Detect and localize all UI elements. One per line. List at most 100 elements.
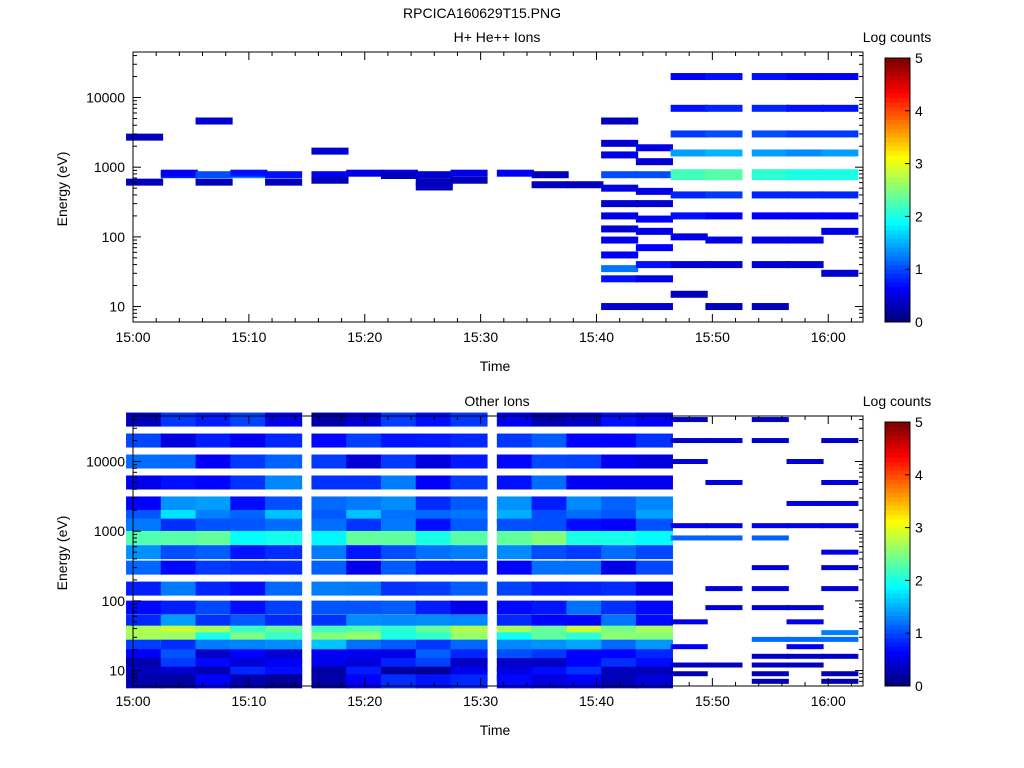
heatmap-cell [160, 600, 198, 615]
colorbar-tick-label: 5 [915, 50, 923, 66]
colorbar-gradient-step [885, 461, 910, 467]
heatmap-cell [415, 674, 453, 689]
heatmap-cell [450, 454, 488, 469]
heatmap-cell [195, 433, 233, 448]
panel-1-colorbar-label: Log counts [863, 29, 932, 45]
heatmap-cell [821, 269, 859, 277]
x-tick-label: 15:10 [231, 329, 266, 345]
heatmap-cell [751, 671, 789, 677]
colorbar-gradient-step [885, 580, 910, 586]
heatmap-cell [670, 459, 708, 465]
colorbar-gradient-step [885, 655, 910, 661]
colorbar-gradient-step [885, 207, 910, 213]
heatmap-cell [635, 275, 673, 283]
heatmap-cell [380, 171, 419, 179]
heatmap-cell [601, 581, 639, 596]
colorbar-gradient-step [885, 483, 910, 489]
colorbar-gradient-step [885, 589, 910, 595]
heatmap-cell [126, 545, 164, 560]
colorbar-gradient-step [885, 88, 910, 94]
colorbar-gradient-step [885, 313, 910, 319]
heatmap-cell [415, 581, 453, 596]
x-tick-label: 15:40 [579, 329, 614, 345]
colorbar-gradient-step [885, 510, 910, 515]
heatmap-cell [195, 545, 233, 560]
colorbar-gradient-step [885, 295, 910, 301]
heatmap-cell [531, 545, 569, 560]
heatmap-cell [601, 475, 639, 490]
colorbar-gradient-step [885, 633, 910, 639]
heatmap-cell [786, 149, 824, 157]
heatmap-cell [705, 586, 743, 592]
colorbar-gradient-step [885, 154, 910, 160]
heatmap-cell [566, 614, 604, 629]
heatmap-cell [705, 104, 743, 112]
colorbar-gradient-step [885, 505, 910, 511]
heatmap-cell [265, 412, 303, 427]
heatmap-cell [635, 475, 673, 490]
heatmap-cell [450, 581, 488, 596]
x-tick-label: 15:30 [463, 693, 498, 709]
heatmap-cell [705, 169, 743, 181]
heatmap-cell [601, 518, 639, 533]
heatmap-cell [821, 636, 859, 642]
colorbar-gradient-step [885, 536, 910, 542]
heatmap-cell [195, 674, 233, 689]
heatmap-cell [670, 662, 708, 668]
heatmap-cell [415, 518, 453, 533]
heatmap-cell [751, 212, 789, 220]
heatmap-cell [705, 130, 743, 138]
heatmap-cell [346, 169, 384, 177]
heatmap-cell [821, 73, 859, 81]
colorbar-gradient-step [885, 66, 910, 72]
colorbar-gradient-step [885, 514, 910, 520]
heatmap-cell [601, 212, 639, 220]
heatmap-cell [786, 104, 824, 112]
heatmap-cell [670, 438, 708, 444]
heatmap-cell [346, 475, 384, 490]
heatmap-cell [566, 600, 604, 615]
x-tick-label: 15:50 [695, 329, 730, 345]
colorbar-gradient-step [885, 163, 910, 169]
heatmap-cell [635, 496, 673, 511]
heatmap-cell [751, 605, 789, 611]
heatmap-cell [705, 479, 743, 485]
x-tick-label: 15:00 [115, 329, 150, 345]
heatmap-cell [751, 636, 789, 642]
heatmap-cell [601, 200, 639, 208]
heatmap-cell [705, 261, 743, 269]
heatmap-cell [635, 171, 673, 179]
heatmap-cell [346, 518, 384, 533]
heatmap-cell [751, 149, 789, 157]
heatmap-cell [415, 600, 453, 615]
panel-1-x-axis: 15:00 15:10 15:20 15:30 15:40 15:50 16:00 [115, 52, 852, 345]
heatmap-cell [450, 433, 488, 448]
heatmap-cell [126, 560, 164, 575]
x-tick-label: 15:20 [347, 693, 382, 709]
colorbar-gradient-step [885, 637, 910, 643]
colorbar-gradient-step [885, 137, 910, 143]
heatmap-cell [566, 518, 604, 533]
colorbar-gradient-step [885, 518, 910, 524]
x-tick-label: 15:40 [579, 693, 614, 709]
heatmap-cell [531, 171, 569, 179]
heatmap-cell [821, 671, 859, 677]
colorbar-gradient-step [885, 479, 910, 485]
heatmap-cell [821, 169, 859, 181]
colorbar-gradient-step [885, 646, 910, 652]
heatmap-cell [670, 191, 708, 199]
colorbar-gradient-step [885, 110, 910, 116]
colorbar-gradient-step [885, 435, 910, 441]
heatmap-cell [126, 674, 164, 689]
heatmap-cell [160, 545, 198, 560]
colorbar-gradient-step [885, 664, 910, 669]
heatmap-cell [821, 227, 859, 235]
colorbar-gradient-step [885, 642, 910, 647]
heatmap-cell [380, 454, 419, 469]
heatmap-cell [751, 565, 789, 571]
heatmap-cell [415, 178, 453, 186]
heatmap-cell [450, 412, 488, 427]
heatmap-cell [380, 545, 419, 560]
heatmap-cell [311, 454, 349, 469]
colorbar-gradient-step [885, 93, 910, 99]
